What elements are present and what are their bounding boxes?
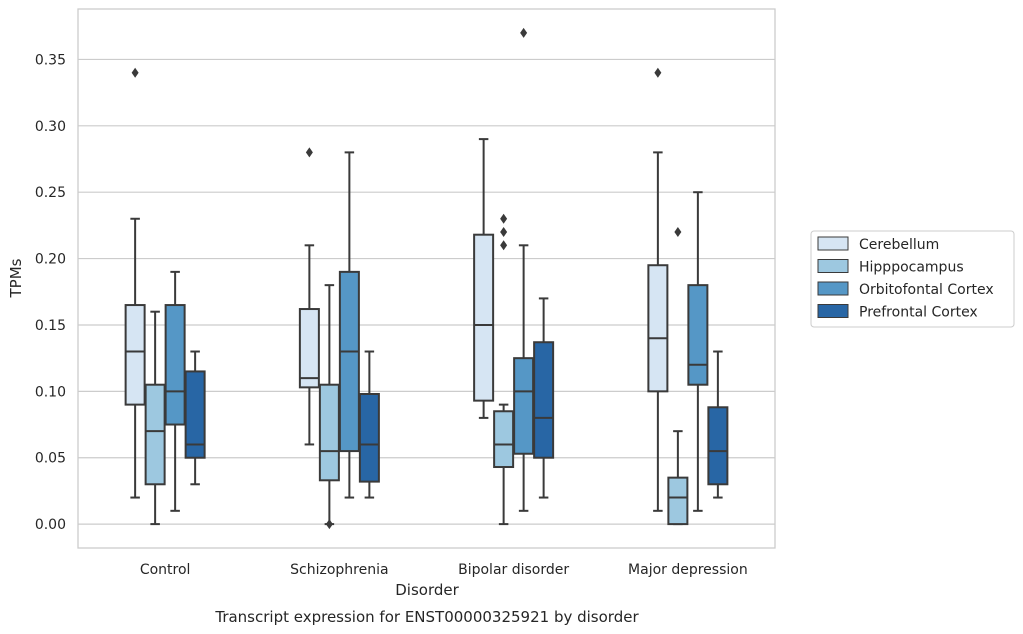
box-group — [144, 310, 166, 526]
legend: Cerebellum Hipppocampus Orbitofontal Corte… — [810, 230, 1015, 328]
legend-label: Prefrontal Cortex — [859, 305, 978, 321]
legend-label: Hipppocampus — [859, 260, 964, 276]
box — [358, 393, 380, 483]
figure-caption: Transcript expression for ENST0000032592… — [214, 608, 639, 626]
x-axis-ticks: Control Schizophrenia Bipolar disorder Majo… — [140, 562, 748, 578]
box-group — [707, 350, 729, 499]
box-group — [687, 191, 709, 512]
y-tick-label: 0.00 — [35, 517, 66, 533]
box — [144, 383, 166, 486]
box — [687, 284, 709, 386]
box — [533, 341, 555, 459]
legend-swatch — [817, 259, 849, 273]
outlier-point — [131, 67, 139, 78]
legend-label: Orbitofontal Cortex — [859, 282, 994, 298]
box-group — [124, 67, 146, 499]
outlier-point — [500, 213, 508, 224]
outlier-point — [500, 227, 508, 238]
box — [647, 264, 669, 393]
plot-frame — [77, 8, 776, 549]
box — [318, 383, 340, 482]
x-tick-label: Major depression — [628, 562, 748, 578]
y-tick-label: 0.05 — [35, 451, 66, 467]
outlier-point — [305, 147, 313, 158]
outlier-point — [674, 227, 682, 238]
box — [184, 370, 206, 459]
legend-swatch — [817, 304, 849, 318]
box — [298, 308, 320, 389]
outlier-point — [325, 519, 333, 530]
grid-lines — [78, 58, 775, 525]
legend-label: Cerebellum — [859, 237, 939, 253]
box-group — [533, 297, 555, 499]
outlier-point — [654, 67, 662, 78]
y-tick-label: 0.10 — [35, 384, 66, 400]
legend-frame — [810, 230, 1015, 328]
x-tick-label: Control — [140, 562, 191, 578]
y-tick-label: 0.20 — [35, 252, 66, 268]
y-tick-label: 0.30 — [35, 119, 66, 135]
box — [707, 406, 729, 486]
box-group — [318, 284, 340, 530]
box — [513, 357, 535, 455]
x-axis-label: Disorder — [395, 581, 459, 599]
x-tick-label: Bipolar disorder — [458, 562, 569, 578]
legend-swatch — [817, 281, 849, 296]
box-group — [473, 138, 495, 419]
y-tick-label: 0.15 — [35, 318, 66, 334]
box-layer — [124, 27, 729, 530]
box-group — [184, 350, 206, 486]
box-group — [647, 67, 669, 512]
box — [124, 304, 146, 406]
box-group — [493, 213, 515, 526]
box — [667, 476, 689, 526]
box-group — [164, 270, 186, 512]
box — [338, 270, 360, 453]
outlier-point — [520, 27, 528, 38]
box-group — [298, 147, 320, 446]
y-tick-label: 0.25 — [35, 185, 66, 201]
outlier-point — [500, 240, 508, 251]
box-group — [513, 27, 535, 512]
y-axis-label: TPMs — [7, 258, 25, 298]
box-group — [338, 151, 360, 499]
x-tick-label: Schizophrenia — [290, 562, 388, 578]
y-tick-label: 0.35 — [35, 52, 66, 68]
box-group — [667, 227, 689, 526]
box — [473, 233, 495, 402]
box-group — [358, 350, 380, 499]
box — [164, 304, 186, 426]
legend-swatch — [817, 236, 849, 251]
y-axis-ticks: 0.00 0.05 0.10 0.15 0.20 0.25 0.30 0.35 — [35, 52, 66, 533]
box — [493, 410, 515, 469]
